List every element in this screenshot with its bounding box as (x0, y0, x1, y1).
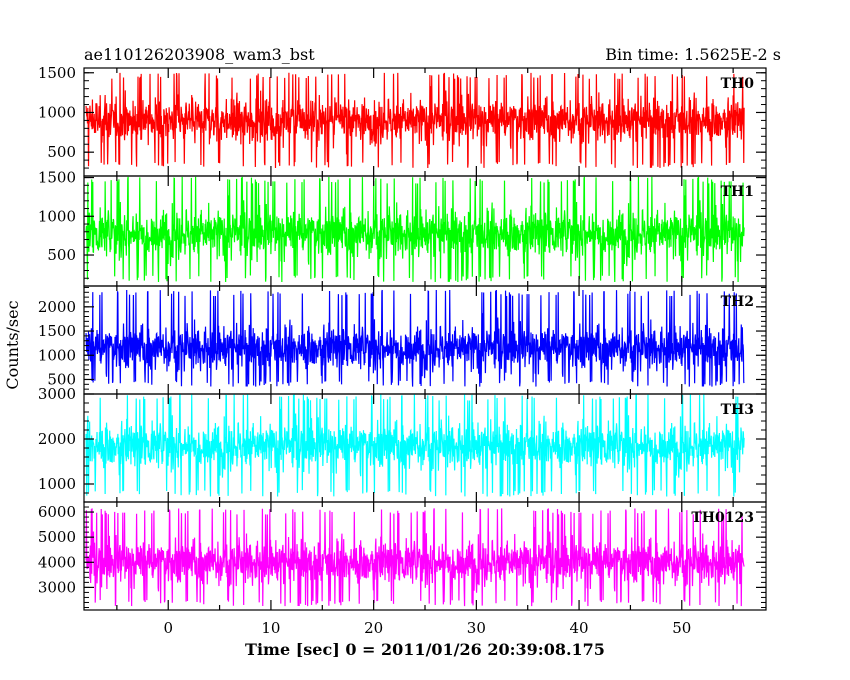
x-tick-label: 30 (467, 619, 486, 637)
panel-label-th0: TH0 (721, 76, 755, 92)
y-tick-label: 2000 (38, 298, 76, 316)
x-tick-label: 50 (672, 619, 691, 637)
y-tick-label: 500 (47, 246, 76, 264)
panel-label-th2: TH2 (721, 294, 754, 310)
panel-th2: 500 1000 1500 2000 TH2 (38, 285, 767, 395)
y-tick-label: 4000 (38, 553, 76, 571)
panel-th0123: 3000 4000 5000 6000 TH0123 (38, 501, 767, 611)
y-tick-label: 1000 (38, 207, 76, 225)
y-tick-label: 5000 (38, 528, 76, 546)
panel-label-th3: TH3 (721, 402, 754, 418)
series-line-th3 (85, 394, 745, 497)
bin-time-label: Bin time: 1.5625E-2 s (605, 45, 781, 64)
series-line-th2 (85, 289, 745, 387)
y-tick-label: 500 (47, 143, 76, 161)
x-tick-label: 10 (261, 619, 280, 637)
y-tick-label: 1500 (38, 169, 76, 187)
y-tick-label: 1500 (38, 322, 76, 340)
panel-th3: 1000 2000 3000 TH3 (38, 385, 767, 503)
y-tick-label: 1000 (38, 475, 76, 493)
x-tick-label: 0 (163, 619, 173, 637)
panel-th0: 500 1000 1500 TH0 (38, 64, 767, 177)
y-tick-label: 1000 (38, 346, 76, 364)
panel-th1: 500 1000 1500 TH1 (38, 169, 767, 287)
y-tick-label: 6000 (38, 503, 76, 521)
y-tick-label: 500 (47, 370, 76, 388)
y-axis-label: Counts/sec (3, 300, 22, 389)
series-line-th0123 (85, 508, 745, 607)
x-tick-label: 20 (364, 619, 383, 637)
y-tick-label: 1500 (38, 64, 76, 82)
series-line-th1 (85, 176, 745, 283)
y-tick-label: 2000 (38, 430, 76, 448)
y-tick-label: 3000 (38, 578, 76, 596)
panel-label-th0123: TH0123 (691, 510, 754, 526)
x-axis-label: Time [sec] 0 = 2011/01/26 20:39:08.175 (245, 640, 605, 659)
panel-label-th1: TH1 (721, 184, 754, 200)
series-line-th0 (85, 72, 745, 169)
x-tick-label: 40 (570, 619, 589, 637)
chart-title: ae110126203908_wam3_bst (84, 45, 315, 64)
x-axis: 0 10 20 30 40 50 (163, 619, 691, 637)
y-tick-label: 1000 (38, 103, 76, 121)
panels-group: 500 1000 1500 TH0 500 1000 1500 TH1 500 1000 1500 2… (38, 64, 767, 611)
y-tick-label: 3000 (38, 385, 76, 403)
